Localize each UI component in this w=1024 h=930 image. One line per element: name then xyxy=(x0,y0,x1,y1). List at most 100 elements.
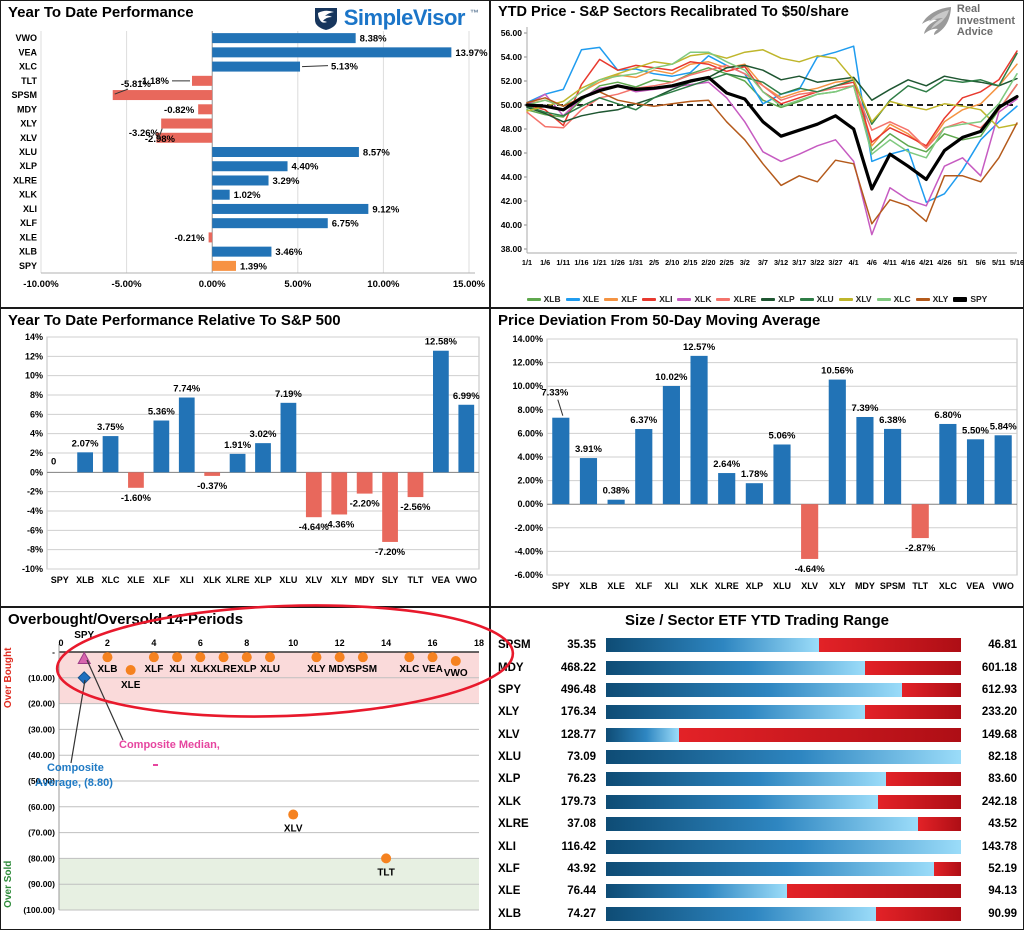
range-low-value: 43.92 xyxy=(567,862,596,875)
svg-text:8.00%: 8.00% xyxy=(517,405,543,415)
panel-ytd-performance: Year To Date Performance SimpleVisor ™ -… xyxy=(0,0,490,308)
svg-text:XLU: XLU xyxy=(19,147,37,157)
point-XLF xyxy=(148,652,159,663)
bar-XLF xyxy=(212,218,328,229)
bar-SPSM xyxy=(884,428,902,505)
svg-text:XLC: XLC xyxy=(19,62,38,72)
line-XLP xyxy=(526,64,1018,123)
bar-XLB xyxy=(212,246,272,257)
svg-text:6.75%: 6.75% xyxy=(332,219,359,230)
page-title: Year To Date Performance xyxy=(8,4,194,21)
svg-text:(70.00): (70.00) xyxy=(28,828,55,838)
svg-text:-1.18%: -1.18% xyxy=(139,76,170,87)
svg-text:-0.37%: -0.37% xyxy=(197,481,228,492)
legend-label: XLK xyxy=(694,294,712,304)
svg-text:-4.64%: -4.64% xyxy=(299,522,330,533)
svg-text:XLV: XLV xyxy=(305,575,322,585)
svg-text:(50.00): (50.00) xyxy=(28,776,55,786)
svg-text:VEA: VEA xyxy=(18,47,37,57)
legend-item-XLU: XLU xyxy=(799,294,834,304)
range-row-XLP: XLP 76.23 83.60 xyxy=(495,769,1019,790)
range-row-XLF: XLF 43.92 52.19 xyxy=(495,858,1019,879)
svg-text:Composite Median,: Composite Median, xyxy=(119,739,220,751)
svg-text:(30.00): (30.00) xyxy=(28,724,55,734)
svg-text:48.00: 48.00 xyxy=(501,124,523,134)
svg-text:XLP: XLP xyxy=(19,161,37,171)
legend-item-XLE: XLE xyxy=(565,294,599,304)
svg-text:(20.00): (20.00) xyxy=(28,699,55,709)
legend-swatch-XLRE xyxy=(716,297,731,301)
simplevisor-wordmark: SimpleVisor xyxy=(343,5,466,30)
ticker-label: SPY xyxy=(498,683,522,696)
svg-text:4%: 4% xyxy=(30,429,43,439)
svg-text:XLY: XLY xyxy=(331,575,348,585)
range-high-value: 83.60 xyxy=(988,773,1017,786)
svg-text:1/1: 1/1 xyxy=(522,258,532,267)
svg-text:XLV: XLV xyxy=(801,581,818,591)
ticker-label: XLE xyxy=(498,885,521,898)
bar-SLY xyxy=(382,472,398,542)
legend-swatch-XLY xyxy=(915,297,930,301)
range-bar-remaining-segment xyxy=(875,906,961,921)
svg-text:VWO: VWO xyxy=(992,581,1014,591)
point-TLT xyxy=(381,853,392,864)
range-low-value: 468.22 xyxy=(560,661,596,674)
svg-text:6: 6 xyxy=(198,638,203,648)
range-bar-price-segment xyxy=(606,794,878,809)
svg-text:5.84%: 5.84% xyxy=(990,421,1017,432)
panel-ytd-price-sectors: YTD Price - S&P Sectors Recalibrated To … xyxy=(490,0,1024,308)
range-high-value: 43.52 xyxy=(988,818,1017,831)
svg-text:1/11: 1/11 xyxy=(556,258,570,267)
range-high-value: 52.19 xyxy=(988,862,1017,875)
ytd-performance-chart: -10.00% -5.00% 0.00% 5.00% 10.00% 15.00% VWO VE… xyxy=(11,31,488,290)
svg-text:(100.00): (100.00) xyxy=(23,905,55,915)
legend-label: XLI xyxy=(659,294,673,304)
svg-text:(40.00): (40.00) xyxy=(28,750,55,760)
svg-text:2: 2 xyxy=(105,638,110,648)
svg-text:XLF: XLF xyxy=(153,575,171,585)
svg-text:10.00%: 10.00% xyxy=(367,279,400,290)
legend-swatch-XLP xyxy=(761,297,776,301)
svg-text:1/31: 1/31 xyxy=(629,258,643,267)
range-bar-price-segment xyxy=(606,660,866,675)
svg-text:5/1: 5/1 xyxy=(957,258,967,267)
svg-text:3/27: 3/27 xyxy=(828,258,842,267)
ria-eagle-icon xyxy=(921,7,951,36)
svg-text:XLRE: XLRE xyxy=(715,581,739,591)
range-row-XLB: XLB 74.27 90.99 xyxy=(495,903,1019,924)
bar-VEA xyxy=(212,47,452,58)
svg-text:44.00: 44.00 xyxy=(501,172,523,182)
svg-text:Average, (8.80): Average, (8.80) xyxy=(35,777,113,789)
bar-XLK xyxy=(212,189,230,200)
range-bar-price-segment xyxy=(606,817,919,832)
svg-text:12.58%: 12.58% xyxy=(425,337,458,348)
range-low-value: 73.09 xyxy=(567,751,596,764)
svg-text:-0.21%: -0.21% xyxy=(174,233,205,244)
sector-price-line-chart: 38.00 40.00 42.00 44.00 46.00 48.00 50.00 52.00… xyxy=(501,27,1023,267)
bar-VEA xyxy=(966,439,985,505)
svg-text:-2%: -2% xyxy=(27,487,43,497)
svg-text:5.36%: 5.36% xyxy=(148,407,175,418)
range-bar xyxy=(606,682,961,697)
svg-text:XLY: XLY xyxy=(307,664,326,675)
range-row-XLE: XLE 76.44 94.13 xyxy=(495,881,1019,902)
svg-text:2.07%: 2.07% xyxy=(72,438,99,449)
range-high-value: 601.18 xyxy=(981,661,1017,674)
simplevisor-eagle-icon xyxy=(314,8,337,30)
line-XLI xyxy=(526,50,1018,147)
ticker-label: XLV xyxy=(498,728,520,741)
svg-text:8%: 8% xyxy=(30,390,43,400)
svg-text:-5.00%: -5.00% xyxy=(112,279,143,290)
svg-text:SPSM: SPSM xyxy=(349,664,377,675)
svg-text:0: 0 xyxy=(58,638,63,648)
legend-item-XLI: XLI xyxy=(642,294,672,304)
legend-label: XLY xyxy=(932,294,949,304)
svg-text:XLC: XLC xyxy=(939,581,958,591)
bar-XLC xyxy=(212,61,301,72)
range-bar xyxy=(606,817,961,832)
svg-text:10.02%: 10.02% xyxy=(655,372,688,383)
svg-text:12.57%: 12.57% xyxy=(683,342,716,353)
point-XLP xyxy=(241,652,252,663)
legend-item-XLP: XLP xyxy=(761,294,795,304)
svg-text:12.00%: 12.00% xyxy=(512,358,543,368)
